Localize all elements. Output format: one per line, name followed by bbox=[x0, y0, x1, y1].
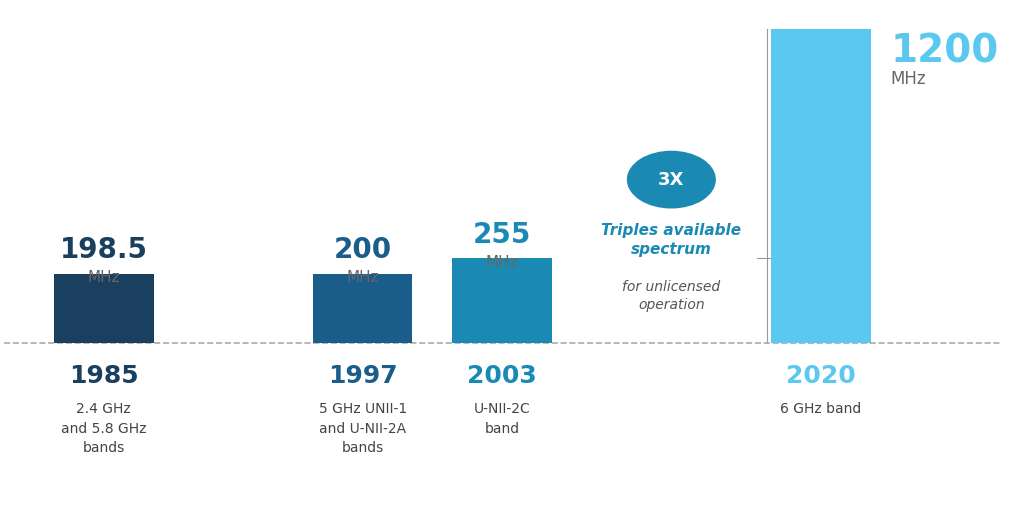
Text: 2003: 2003 bbox=[467, 364, 537, 388]
Text: 1200: 1200 bbox=[891, 32, 998, 71]
Text: for unlicensed
operation: for unlicensed operation bbox=[622, 280, 721, 312]
Bar bbox=[771, 29, 870, 343]
Ellipse shape bbox=[627, 152, 715, 208]
Text: 1985: 1985 bbox=[69, 364, 138, 388]
Text: 1997: 1997 bbox=[328, 364, 398, 388]
Text: 200: 200 bbox=[333, 236, 392, 264]
Bar bbox=[313, 274, 412, 343]
Text: MHz: MHz bbox=[346, 270, 379, 285]
Text: MHz: MHz bbox=[486, 255, 519, 270]
Bar bbox=[452, 258, 551, 343]
Text: U-NII-2C
band: U-NII-2C band bbox=[474, 402, 531, 435]
Text: 2020: 2020 bbox=[786, 364, 856, 388]
Text: Triples available
spectrum: Triples available spectrum bbox=[602, 224, 741, 257]
Bar bbox=[54, 274, 154, 343]
Text: 255: 255 bbox=[473, 221, 531, 249]
Text: 5 GHz UNII-1
and U-NII-2A
bands: 5 GHz UNII-1 and U-NII-2A bands bbox=[319, 402, 407, 455]
Text: MHz: MHz bbox=[891, 70, 926, 88]
Text: 198.5: 198.5 bbox=[59, 236, 148, 264]
Text: MHz: MHz bbox=[87, 270, 120, 285]
Text: 3X: 3X bbox=[658, 171, 685, 188]
Text: 2.4 GHz
and 5.8 GHz
bands: 2.4 GHz and 5.8 GHz bands bbox=[62, 402, 147, 455]
Text: 6 GHz band: 6 GHz band bbox=[780, 402, 861, 416]
